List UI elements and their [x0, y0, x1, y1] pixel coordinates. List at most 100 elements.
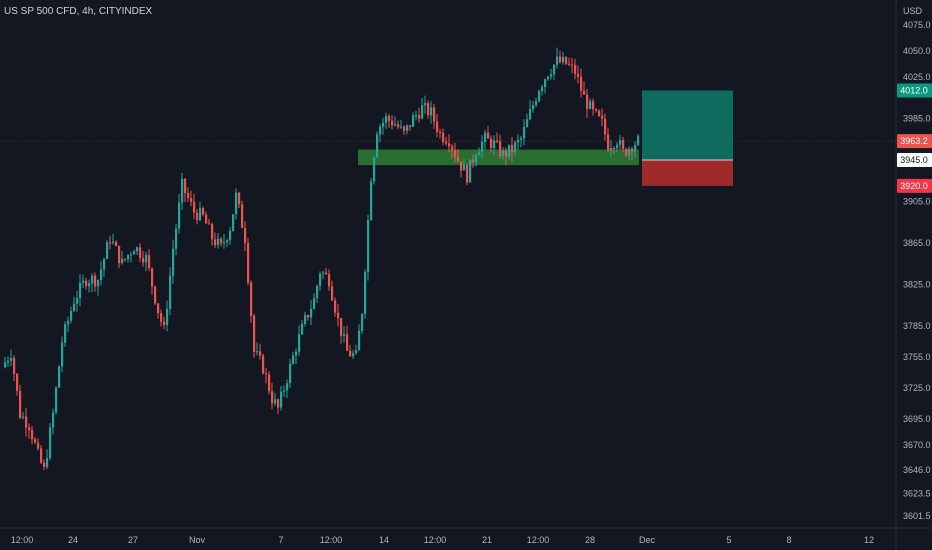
candle-body: [352, 353, 355, 357]
candle-body: [223, 242, 226, 244]
candle-body: [136, 247, 139, 252]
time-axis[interactable]: 12:00 24 27 Nov 7 12:00 14 12:00 21 12:00 28 Dec 5 8 1…: [11, 535, 874, 545]
candle-body: [256, 351, 259, 353]
candle-body: [28, 427, 31, 430]
candle-body: [373, 157, 376, 182]
x-tick-label: 24: [68, 535, 78, 545]
candle-body: [142, 257, 145, 263]
candle-body: [76, 298, 79, 304]
candle-body: [235, 192, 238, 215]
candle-body: [580, 76, 583, 91]
candle-body: [463, 164, 466, 171]
y-tick-label: 3985.0: [903, 113, 931, 123]
candle-body: [394, 124, 397, 126]
candle-body: [115, 241, 118, 246]
candle-body: [349, 350, 352, 357]
candle-body: [400, 126, 403, 128]
candle-body: [460, 161, 463, 171]
y-tick-label: 3670.0: [903, 440, 931, 450]
candle-body: [295, 351, 298, 356]
candle-body: [190, 198, 193, 202]
candle-body: [589, 101, 592, 109]
price-axis[interactable]: 3601.5 3623.5 3646.0 3670.0 3695.0 3725.0 3755…: [903, 20, 931, 521]
candle-body: [637, 135, 640, 145]
candle-body: [193, 201, 196, 213]
candle-body: [79, 282, 82, 299]
candle-body: [622, 140, 625, 149]
candle-body: [7, 360, 10, 363]
candle-body: [85, 280, 88, 287]
position-zones: [358, 90, 733, 186]
candle-body: [289, 363, 292, 384]
candle-body: [406, 125, 409, 131]
candle-body: [421, 105, 424, 119]
candle-body: [445, 141, 448, 144]
candle-body: [625, 148, 628, 156]
x-tick-label: 14: [379, 535, 389, 545]
stop-price-label-bg: [897, 178, 932, 193]
candle-body: [583, 90, 586, 95]
candle-body: [358, 330, 361, 351]
candle-body: [157, 303, 160, 314]
candle-body: [49, 427, 52, 459]
candle-body: [148, 254, 151, 269]
candle-body: [598, 110, 601, 116]
candle-body: [511, 144, 514, 153]
candle-body: [472, 159, 475, 163]
y-tick-label: 3695.0: [903, 414, 931, 424]
x-tick-label: Dec: [639, 535, 656, 545]
candle-body: [70, 311, 73, 321]
candle-body: [163, 321, 166, 326]
candle-body: [550, 74, 553, 77]
candle-body: [280, 391, 283, 408]
stop-price-label: 3920.0: [900, 181, 928, 191]
candle-body: [316, 285, 319, 299]
candle-body: [526, 119, 529, 127]
candle-body: [340, 318, 343, 336]
candle-body: [505, 150, 508, 157]
candle-body: [631, 148, 634, 152]
candle-body: [448, 143, 451, 147]
candle-body: [22, 416, 25, 418]
target-price-label-bg: [897, 83, 932, 98]
candle-body: [88, 283, 91, 287]
candle-body: [139, 247, 142, 258]
candle-body: [361, 313, 364, 331]
candle-body: [556, 56, 559, 65]
candle-body: [37, 442, 40, 449]
candle-body: [52, 412, 55, 428]
candle-body: [160, 313, 163, 322]
y-tick-label: 3825.0: [903, 279, 931, 289]
candle-body: [613, 147, 616, 149]
candle-body: [454, 149, 457, 157]
candle-body: [259, 351, 262, 356]
candle-body: [571, 64, 574, 66]
candle-body: [67, 320, 70, 325]
candle-body: [205, 214, 208, 224]
candle-body: [385, 115, 388, 123]
candle-body: [415, 115, 418, 117]
candle-body: [214, 239, 217, 246]
candle-body: [94, 275, 97, 287]
candle-body: [541, 87, 544, 92]
x-tick-label: 7: [278, 535, 283, 545]
candle-body: [46, 458, 49, 468]
candle-body: [469, 159, 472, 183]
candle-body: [559, 56, 562, 63]
candle-body: [517, 139, 520, 143]
candle-body: [322, 272, 325, 274]
current-price-label: 3963.2: [900, 136, 928, 146]
candle-body: [106, 242, 109, 259]
candle-body: [121, 258, 124, 264]
candle-body: [310, 309, 313, 318]
x-tick-label: 12: [864, 535, 874, 545]
y-tick-label: 3623.5: [903, 488, 931, 498]
candle-body: [427, 103, 430, 116]
candle-body: [490, 138, 493, 149]
candle-body: [265, 373, 268, 375]
candle-body: [412, 115, 415, 127]
candle-body: [451, 146, 454, 150]
y-tick-label: 3755.0: [903, 352, 931, 362]
